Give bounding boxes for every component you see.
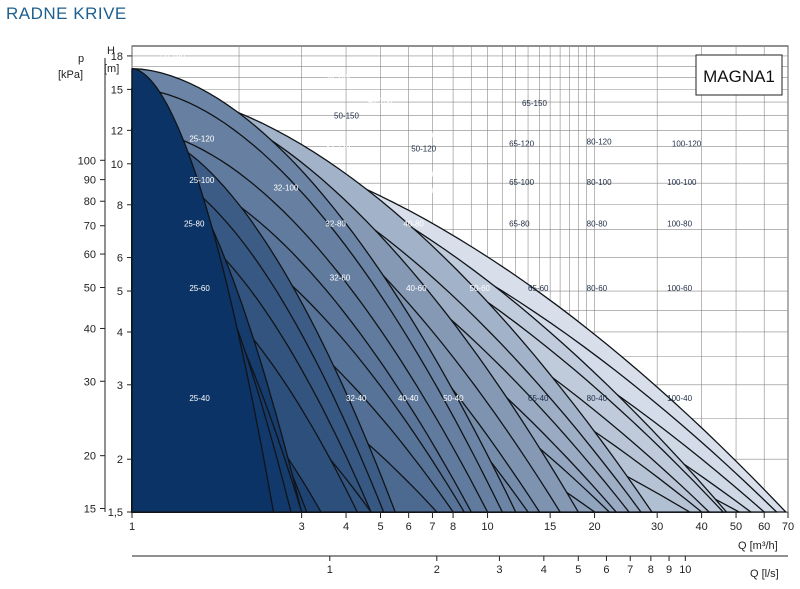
curve-label-80-120: 80-120 <box>587 138 612 147</box>
curve-label-40-100: 40-100 <box>411 170 436 179</box>
p-tick-label: 40 <box>84 323 96 335</box>
h-axis-label: H <box>107 45 115 57</box>
curve-label-50-80: 50-80 <box>462 233 483 242</box>
ls-tick-label: 3 <box>496 564 502 576</box>
ls-tick-label: 1 <box>327 564 333 576</box>
p-tick-label: 70 <box>84 221 96 233</box>
model-box <box>695 54 783 96</box>
curve-label-100-120: 100-120 <box>672 139 702 148</box>
q-tick-label: 50 <box>730 521 742 533</box>
curve-label-50-180: 50-180 <box>160 53 185 62</box>
curve-label-40-150: 40-150 <box>368 96 393 105</box>
curve-label-25-60: 25-60 <box>189 284 210 293</box>
curve-label-40-120: 40-120 <box>411 131 436 140</box>
h-tick-label: 15 <box>111 84 123 96</box>
q-tick-label: 60 <box>758 521 770 533</box>
curve-label-65-60: 65-60 <box>528 284 549 293</box>
curve-label-40-60: 40-60 <box>406 284 427 293</box>
curve-label-25-100: 25-100 <box>189 176 214 185</box>
pump-region-50-180 <box>131 67 275 513</box>
curve-label-50-120: 50-120 <box>411 144 436 153</box>
curve-label-25-40: 25-40 <box>189 394 210 403</box>
model-title: MAGNA1 <box>703 67 775 86</box>
curve-label-100-100: 100-100 <box>667 178 697 187</box>
curve-label-32-100: 32-100 <box>273 183 298 192</box>
ls-tick-label: 7 <box>627 564 633 576</box>
ls-axis-label: Q [l/s] <box>750 568 779 580</box>
q-tick-label: 4 <box>343 521 349 533</box>
p-tick-label: 60 <box>84 249 96 261</box>
curve-label-80-60: 80-60 <box>587 284 608 293</box>
p-tick-label: 100 <box>78 155 96 167</box>
p-tick-label: 30 <box>84 376 96 388</box>
h-tick-label: 6 <box>117 253 123 265</box>
h-tick-label: 1,5 <box>108 507 123 519</box>
q-tick-label: 70 <box>782 521 794 533</box>
q-tick-label: 1 <box>129 521 135 533</box>
curve-label-65-40: 65-40 <box>528 394 549 403</box>
curve-label-25-80: 25-80 <box>184 220 205 229</box>
curve-label-50-150: 50-150 <box>334 111 359 120</box>
ls-tick-label: 2 <box>434 564 440 576</box>
curve-label-32-120: 32-120 <box>325 143 350 152</box>
ls-tick-label: 6 <box>603 564 609 576</box>
q-tick-label: 20 <box>588 521 600 533</box>
q-tick-label: 6 <box>406 521 412 533</box>
h-tick-label: 10 <box>111 159 123 171</box>
curve-label-65-100: 65-100 <box>509 178 534 187</box>
h-tick-label: 4 <box>117 327 123 339</box>
q-tick-label: 10 <box>481 521 493 533</box>
h-tick-label: 12 <box>111 125 123 137</box>
ls-tick-label: 5 <box>575 564 581 576</box>
ls-tick-label: 8 <box>648 564 654 576</box>
curve-label-32-80: 32-80 <box>325 220 346 229</box>
ls-tick-label: 10 <box>679 564 691 576</box>
h-axis-unit: [m] <box>104 63 119 75</box>
curve-label-100-40: 100-40 <box>667 394 692 403</box>
q-tick-label: 40 <box>695 521 707 533</box>
p-tick-label: 15 <box>84 503 96 515</box>
curve-label-50-60: 50-60 <box>470 284 491 293</box>
q-axis-label: Q [m³/h] <box>738 540 778 552</box>
curve-label-80-80: 80-80 <box>587 220 608 229</box>
p-tick-label: 20 <box>84 451 96 463</box>
curve-label-32-60: 32-60 <box>330 273 351 282</box>
p-tick-label: 80 <box>84 196 96 208</box>
p-axis-unit: [kPa] <box>58 69 83 81</box>
q-tick-label: 5 <box>377 521 383 533</box>
curve-label-100-80: 100-80 <box>667 220 692 229</box>
curve-label-65-80: 65-80 <box>509 220 530 229</box>
q-tick-label: 30 <box>651 521 663 533</box>
curve-label-40-80: 40-80 <box>403 220 424 229</box>
curve-label-32-40: 32-40 <box>346 394 367 403</box>
curve-label-80-40: 80-40 <box>587 394 608 403</box>
h-tick-label: 18 <box>111 51 123 63</box>
h-tick-label: 2 <box>117 454 123 466</box>
q-tick-label: 8 <box>450 521 456 533</box>
q-tick-label: 3 <box>299 521 305 533</box>
curve-label-65-150: 65-150 <box>522 99 547 108</box>
curve-label-80-100: 80-100 <box>587 178 612 187</box>
curve-label-40-180: 40-180 <box>325 72 350 81</box>
curve-label-40-40: 40-40 <box>398 394 419 403</box>
curve-label-65-120: 65-120 <box>509 139 534 148</box>
p-axis-label: p <box>78 53 84 65</box>
page-title: RADNE KRIVE <box>6 4 127 23</box>
p-tick-label: 90 <box>84 175 96 187</box>
curve-label-100-60: 100-60 <box>667 284 692 293</box>
curve-label-50-40: 50-40 <box>443 394 464 403</box>
q-tick-label: 15 <box>544 521 556 533</box>
p-tick-label: 50 <box>84 283 96 295</box>
h-tick-label: 5 <box>117 286 123 298</box>
h-tick-label: 3 <box>117 380 123 392</box>
curve-label-25-120: 25-120 <box>189 134 214 143</box>
ls-tick-label: 4 <box>541 564 547 576</box>
curve-label-50-100: 50-100 <box>411 187 436 196</box>
q-tick-label: 7 <box>429 521 435 533</box>
h-tick-label: 8 <box>117 200 123 212</box>
ls-tick-label: 9 <box>666 564 672 576</box>
